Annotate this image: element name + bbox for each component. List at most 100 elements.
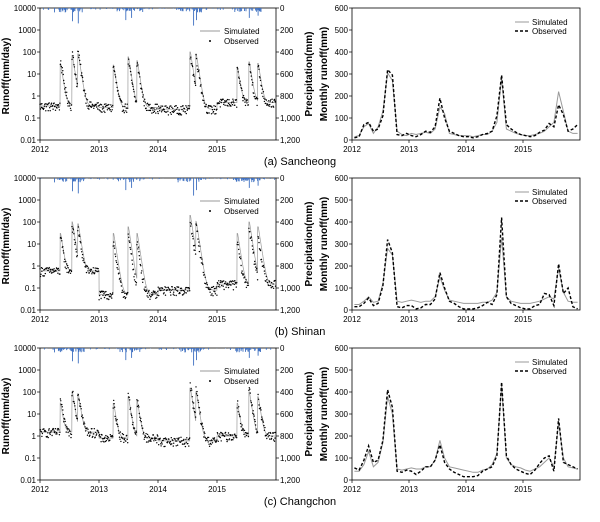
observed-point (164, 445, 166, 448)
observed-point (243, 98, 246, 100)
observed-point (168, 288, 170, 290)
observed-point (170, 113, 172, 116)
observed-point (136, 405, 139, 408)
observed-point (227, 432, 230, 434)
y-tick-label: 300 (335, 70, 349, 79)
observed-point (105, 294, 108, 296)
observed-point (244, 104, 247, 107)
observed-point (255, 269, 257, 271)
observed-point (211, 442, 214, 444)
observed-point (160, 441, 163, 443)
observed-point (155, 437, 157, 439)
observed-point (78, 56, 80, 59)
observed-point (261, 261, 263, 263)
observed-point (210, 113, 213, 115)
observed-point (114, 76, 117, 78)
observed-point (250, 401, 252, 404)
observed-point (244, 436, 246, 438)
observed-point (72, 227, 74, 229)
observed-point (63, 252, 65, 254)
observed-point (123, 296, 126, 298)
observed-point (200, 257, 202, 259)
observed-point (255, 267, 258, 270)
y-tick-label: 500 (335, 366, 349, 375)
observed-point (142, 427, 144, 429)
observed-point (69, 107, 72, 110)
observed-point (73, 66, 76, 68)
observed-point (176, 440, 178, 442)
observed-point (85, 271, 88, 274)
observed-point (103, 296, 106, 299)
observed-point (135, 284, 137, 286)
observed-point (216, 294, 218, 296)
observed-point (74, 243, 76, 246)
observed-point (262, 264, 265, 267)
observed-point (140, 272, 142, 274)
observed-point (216, 432, 219, 434)
observed-point (72, 390, 74, 393)
y-axis-title: Runoff(mm/day) (1, 378, 12, 455)
observed-point (143, 288, 145, 290)
observed-point (130, 413, 132, 415)
observed-point (135, 282, 138, 284)
observed-point (191, 65, 194, 68)
observed-point (126, 434, 128, 437)
observed-point (257, 236, 259, 238)
observed-point (257, 237, 260, 239)
observed-point (240, 272, 243, 274)
observed-point (81, 72, 83, 74)
legend-observed-label: Observed (532, 367, 567, 376)
observed-point (60, 400, 62, 402)
observed-point (248, 389, 250, 391)
observed-point (260, 409, 262, 411)
observed-point (117, 268, 119, 270)
observed-point (215, 440, 218, 442)
observed-point (146, 102, 149, 105)
y2-tick-label: 400 (280, 48, 294, 57)
observed-point (209, 291, 211, 293)
y2-tick-label: 0 (280, 4, 285, 13)
observed-point (63, 261, 65, 263)
observed-point (70, 104, 73, 106)
observed-point (46, 267, 48, 269)
observed-point (91, 273, 93, 275)
observed-point (67, 428, 70, 430)
observed-point (147, 109, 149, 112)
observed-point (66, 102, 69, 105)
observed-point (160, 289, 162, 291)
observed-point (151, 437, 154, 440)
observed-point (252, 248, 254, 251)
y-tick-label: 100 (335, 114, 349, 123)
observed-point (115, 420, 117, 422)
observed-point (211, 293, 213, 295)
observed-point (50, 105, 52, 108)
observed-point (267, 282, 269, 284)
observed-point (274, 285, 277, 287)
y-tick-label: 0.1 (25, 454, 37, 463)
observed-point (224, 431, 227, 434)
y-tick-label: 1000 (18, 26, 36, 35)
observed-point (104, 440, 107, 443)
observed-point (274, 101, 277, 103)
observed-point (189, 221, 191, 224)
observed-point (144, 101, 146, 103)
observed-point (198, 241, 200, 243)
simulated-series-line (40, 387, 276, 442)
observed-point (184, 442, 186, 444)
observed-point (143, 105, 145, 107)
observed-point (118, 436, 121, 438)
y-tick-label: 10 (27, 70, 36, 79)
observed-point (69, 102, 71, 105)
observed-point (147, 296, 149, 298)
observed-point (149, 103, 151, 106)
observed-point (267, 104, 269, 106)
legend-observed-swatch (209, 380, 211, 382)
observed-point (66, 91, 68, 94)
observed-point (185, 441, 187, 443)
observed-point (196, 394, 199, 397)
observed-point (193, 75, 195, 78)
observed-point (125, 107, 128, 110)
x-tick-label: 2014 (457, 145, 475, 154)
observed-point (51, 104, 54, 107)
observed-point (194, 84, 197, 87)
